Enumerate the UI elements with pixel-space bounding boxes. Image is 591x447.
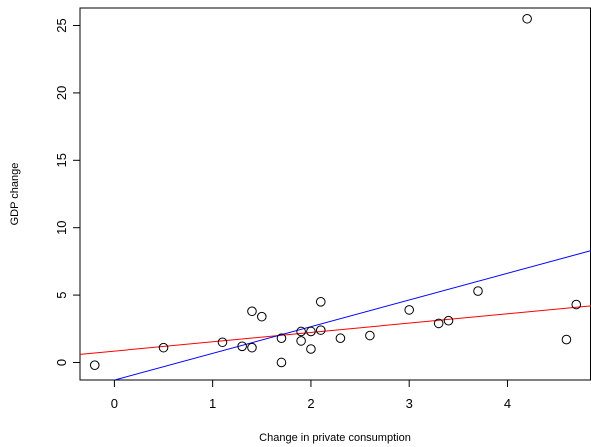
data-point-11 — [306, 326, 316, 337]
data-point-1 — [158, 342, 169, 353]
data-point-23 — [571, 299, 582, 310]
data-point-5 — [247, 306, 257, 317]
data-point-12 — [306, 344, 316, 354]
data-points — [89, 13, 582, 370]
fit-lines — [80, 250, 591, 380]
y-axis-title: GDP change — [9, 163, 21, 226]
y-tick-label-2: 10 — [54, 220, 69, 234]
data-point-8 — [276, 357, 287, 368]
data-point-7 — [276, 333, 287, 344]
plot-border — [79, 7, 591, 381]
data-point-0 — [89, 360, 100, 370]
data-point-21 — [522, 13, 532, 24]
x-tick-label-4: 4 — [504, 396, 511, 411]
data-point-17 — [404, 305, 415, 315]
x-tick-label-3: 3 — [406, 396, 413, 411]
data-point-2 — [217, 337, 228, 348]
data-point-20 — [473, 286, 483, 296]
y-axis: 0 5 10 15 20 25 — [54, 18, 80, 366]
x-axis-title: Change in private consumption — [259, 432, 411, 444]
data-point-4 — [247, 342, 257, 353]
data-point-9 — [296, 326, 306, 337]
plot-frame — [79, 7, 591, 381]
data-point-15 — [335, 333, 346, 344]
data-point-14 — [315, 297, 326, 307]
fit-line-1 — [112, 250, 591, 380]
x-tick-label-1: 1 — [209, 396, 216, 411]
data-point-18 — [433, 318, 444, 329]
y-tick-label-5: 25 — [54, 18, 69, 32]
y-tick-label-1: 5 — [54, 291, 69, 298]
data-point-13 — [315, 325, 326, 335]
data-point-10 — [296, 336, 306, 346]
data-point-16 — [365, 330, 375, 341]
y-tick-label-3: 15 — [54, 153, 69, 167]
data-point-3 — [237, 341, 247, 352]
x-tick-label-2: 2 — [307, 396, 314, 411]
data-point-6 — [256, 311, 267, 322]
fit-line-0 — [80, 305, 591, 355]
y-tick-label-4: 20 — [54, 86, 69, 100]
data-point-19 — [443, 315, 454, 326]
x-axis: 0 1 2 3 4 — [111, 380, 511, 411]
data-point-22 — [561, 334, 572, 345]
x-tick-label-0: 0 — [111, 396, 118, 411]
y-tick-label-0: 0 — [54, 359, 69, 366]
